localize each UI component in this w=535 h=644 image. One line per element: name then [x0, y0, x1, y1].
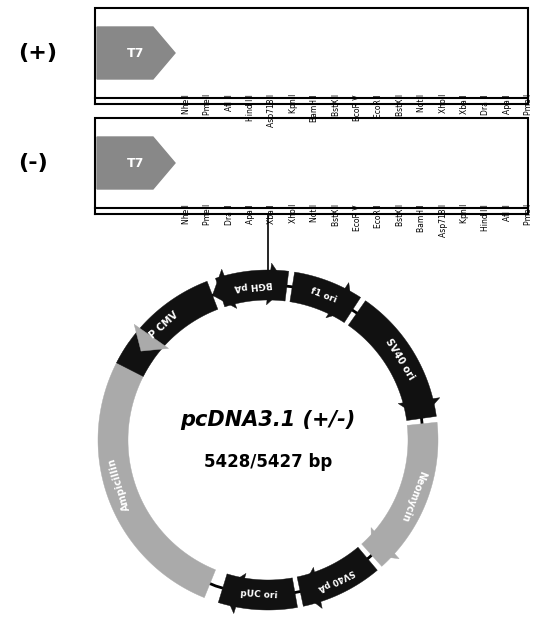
Bar: [95, 118, 528, 208]
Polygon shape: [98, 343, 216, 598]
Text: Kpn I: Kpn I: [289, 94, 298, 113]
Text: Pme I: Pme I: [203, 204, 212, 225]
Polygon shape: [326, 283, 353, 318]
Text: Xho I: Xho I: [289, 204, 298, 223]
Text: Dra II: Dra II: [482, 94, 490, 115]
Text: Hind III: Hind III: [482, 204, 490, 231]
Text: Xho I: Xho I: [439, 94, 447, 113]
Text: pcDNA3.1 (+/-): pcDNA3.1 (+/-): [180, 410, 356, 430]
Text: Asp718 I: Asp718 I: [268, 94, 277, 127]
Text: pUC ori: pUC ori: [240, 589, 278, 600]
Text: EcoR V: EcoR V: [353, 204, 362, 231]
Polygon shape: [348, 301, 437, 421]
Polygon shape: [266, 263, 287, 305]
Text: EcoR I: EcoR I: [374, 94, 384, 117]
Text: f1 ori: f1 ori: [309, 286, 338, 305]
Text: Xba I: Xba I: [268, 204, 277, 223]
Polygon shape: [300, 567, 322, 609]
Polygon shape: [216, 270, 289, 307]
Text: Afl II: Afl II: [225, 94, 234, 111]
Text: Nhe I: Nhe I: [182, 94, 191, 114]
Text: (+): (+): [18, 43, 57, 63]
Text: T7: T7: [127, 156, 144, 169]
Polygon shape: [218, 574, 297, 610]
Text: BstX I: BstX I: [332, 204, 341, 226]
Polygon shape: [398, 398, 440, 419]
Text: SV40 pA: SV40 pA: [316, 567, 356, 592]
Text: EcoR V: EcoR V: [353, 94, 362, 120]
Polygon shape: [223, 573, 246, 614]
FancyArrow shape: [97, 27, 175, 79]
Text: Ampicillin: Ampicillin: [107, 457, 132, 512]
Text: Xba I: Xba I: [460, 94, 469, 113]
Text: (-): (-): [18, 153, 48, 173]
Polygon shape: [212, 269, 237, 308]
Text: BstX I: BstX I: [332, 94, 341, 116]
Text: BamH I: BamH I: [310, 94, 319, 122]
Text: Kpn I: Kpn I: [460, 204, 469, 223]
Text: Apa I: Apa I: [502, 94, 511, 113]
FancyArrow shape: [97, 137, 175, 189]
Bar: [95, 8, 528, 98]
Text: BstX I: BstX I: [396, 94, 405, 116]
Text: BstX I: BstX I: [396, 204, 405, 226]
Polygon shape: [117, 281, 218, 377]
Text: Dra II: Dra II: [225, 204, 234, 225]
Polygon shape: [362, 422, 438, 566]
Text: Apa I: Apa I: [246, 204, 255, 223]
Text: Asp718 I: Asp718 I: [439, 204, 447, 237]
Text: P CMV: P CMV: [148, 309, 181, 340]
Polygon shape: [134, 325, 169, 351]
Text: T7: T7: [127, 46, 144, 59]
Text: Not I: Not I: [310, 204, 319, 222]
Text: EcoR I: EcoR I: [374, 204, 384, 227]
Text: BGH pA: BGH pA: [234, 279, 273, 292]
Text: Hind III: Hind III: [246, 94, 255, 121]
Polygon shape: [297, 547, 377, 606]
Text: BamH I: BamH I: [417, 204, 426, 232]
Polygon shape: [371, 527, 399, 559]
Polygon shape: [290, 272, 361, 323]
Text: SV40 ori: SV40 ori: [384, 337, 417, 381]
Text: Not I: Not I: [417, 94, 426, 112]
Text: Pme I: Pme I: [524, 94, 533, 115]
Text: Pme I: Pme I: [524, 204, 533, 225]
Text: Pme I: Pme I: [203, 94, 212, 115]
Text: Afl II: Afl II: [502, 204, 511, 221]
Text: Nhe I: Nhe I: [182, 204, 191, 224]
Text: Neomycin: Neomycin: [399, 469, 427, 522]
Text: 5428/5427 bp: 5428/5427 bp: [204, 453, 332, 471]
